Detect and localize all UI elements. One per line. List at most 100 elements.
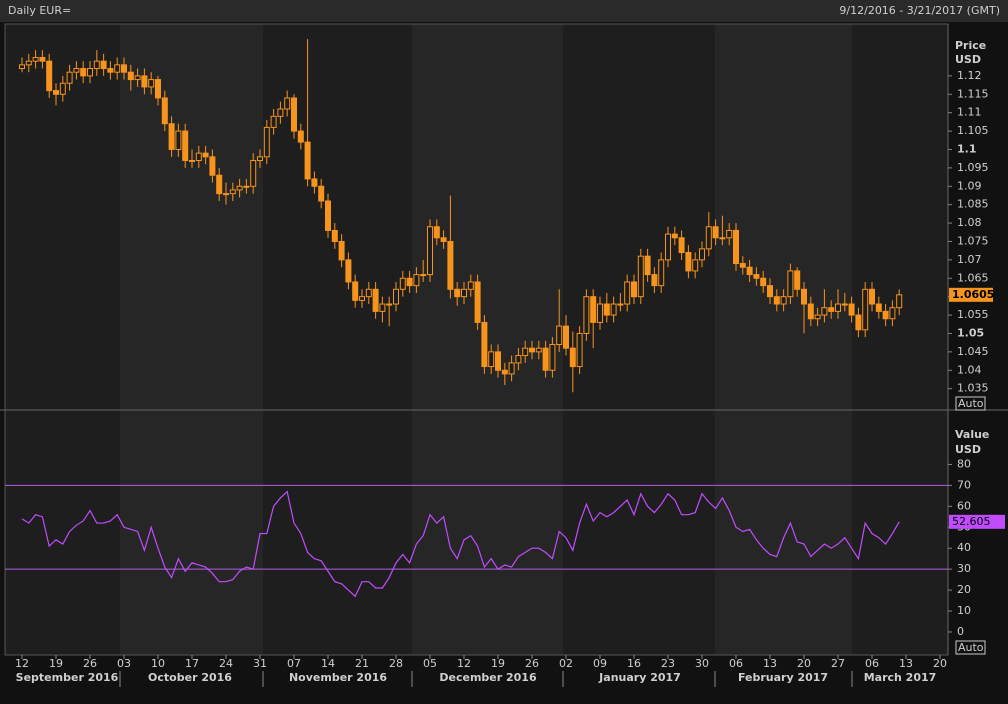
candle-body bbox=[563, 325, 569, 349]
candle-body bbox=[19, 64, 25, 70]
auto-button[interactable] bbox=[955, 396, 986, 411]
candle-body bbox=[243, 185, 250, 188]
candle-body bbox=[168, 123, 175, 150]
candle-body bbox=[637, 255, 644, 298]
month-band bbox=[120, 24, 263, 655]
candle-body bbox=[87, 68, 93, 77]
y-tick-label: 80 bbox=[957, 457, 971, 470]
candle-body bbox=[549, 344, 556, 371]
candle-body bbox=[583, 296, 590, 334]
candle-body bbox=[393, 288, 399, 305]
candle-body bbox=[651, 274, 658, 287]
candle-body bbox=[59, 82, 66, 95]
candle-body bbox=[202, 152, 209, 158]
candle-body bbox=[318, 185, 325, 202]
candle-body bbox=[433, 226, 440, 239]
candle-body bbox=[501, 369, 508, 375]
candle-body bbox=[726, 229, 733, 239]
candle-body bbox=[284, 97, 291, 110]
x-tick-label: 06 bbox=[865, 657, 879, 670]
last-value: 52.605 bbox=[952, 515, 991, 528]
y-tick-label: 10 bbox=[957, 604, 971, 617]
y-tick-label: 1.04 bbox=[957, 363, 982, 376]
candle-body bbox=[624, 281, 631, 305]
x-tick-label: 27 bbox=[831, 657, 845, 670]
candle-body bbox=[386, 303, 393, 306]
month-band bbox=[852, 24, 948, 655]
candle-body bbox=[277, 108, 284, 117]
candle-body bbox=[678, 237, 685, 254]
candle-body bbox=[352, 281, 359, 301]
last-value-box bbox=[949, 514, 1005, 529]
candle-body bbox=[413, 274, 420, 287]
candle-body bbox=[576, 332, 583, 368]
candle-body bbox=[569, 347, 576, 368]
x-tick-label: 10 bbox=[151, 657, 165, 670]
candle-body bbox=[338, 240, 345, 261]
candle-body bbox=[304, 141, 311, 180]
auto-label: Auto bbox=[958, 641, 984, 654]
month-label: March 2017 bbox=[864, 671, 937, 684]
candle-body bbox=[229, 189, 236, 195]
candle-body bbox=[658, 259, 665, 287]
value-label: Value bbox=[955, 428, 989, 441]
y-tick-label: 1.075 bbox=[957, 234, 989, 247]
x-tick-label: 26 bbox=[83, 657, 97, 670]
candle-body bbox=[508, 362, 515, 375]
candle-body bbox=[257, 156, 263, 162]
candle-body bbox=[195, 152, 202, 162]
month-label: September 2016 bbox=[16, 671, 119, 684]
candle-body bbox=[535, 347, 542, 353]
y-tick-label: 1.055 bbox=[957, 308, 989, 321]
month-label: December 2016 bbox=[439, 671, 537, 684]
candle-body bbox=[331, 229, 338, 242]
candle-body bbox=[311, 178, 318, 187]
candle-body bbox=[223, 193, 229, 196]
x-tick-label: 21 bbox=[355, 657, 369, 670]
candle-body bbox=[93, 60, 100, 70]
candle-body bbox=[603, 303, 610, 316]
x-tick-label: 12 bbox=[457, 657, 471, 670]
candle-body bbox=[461, 288, 467, 298]
candle-body bbox=[739, 263, 746, 268]
last-price: 1.0605 bbox=[952, 288, 994, 301]
candle-body bbox=[250, 160, 257, 187]
auto-button[interactable] bbox=[955, 640, 986, 655]
candle-body bbox=[107, 68, 114, 73]
candle-body bbox=[66, 71, 73, 84]
month-label: October 2016 bbox=[148, 671, 232, 684]
candle-body bbox=[767, 285, 773, 298]
month-label: February 2017 bbox=[738, 671, 828, 684]
y-tick-label: 1.11 bbox=[957, 106, 982, 119]
month-label: January 2017 bbox=[598, 671, 681, 684]
date-range: 9/12/2016 - 3/21/2017 (GMT) bbox=[839, 4, 1000, 17]
y-tick-label: 1.095 bbox=[957, 161, 989, 174]
month-bands bbox=[5, 24, 948, 655]
candle-body bbox=[733, 229, 739, 265]
candle-body bbox=[848, 303, 855, 316]
candle-body bbox=[862, 288, 869, 331]
y-tick-label: 1.12 bbox=[957, 69, 982, 82]
candle-body bbox=[665, 233, 671, 261]
month-label: November 2016 bbox=[289, 671, 387, 684]
candle-body bbox=[522, 347, 529, 357]
candle-body bbox=[814, 314, 821, 320]
candle-body bbox=[699, 248, 705, 261]
candle-body bbox=[325, 200, 331, 231]
candle-body bbox=[644, 255, 651, 276]
x-tick-label: 17 bbox=[185, 657, 199, 670]
y-tick-label: 1.045 bbox=[957, 345, 989, 358]
candle-body bbox=[114, 64, 121, 73]
x-tick-label: 13 bbox=[899, 657, 913, 670]
candle-body bbox=[189, 160, 195, 163]
y-tick-label: 0 bbox=[957, 625, 964, 638]
candle-body bbox=[100, 60, 107, 70]
x-tick-label: 19 bbox=[491, 657, 505, 670]
last-price-box bbox=[949, 287, 993, 302]
candle-body bbox=[787, 270, 794, 298]
candle-body bbox=[447, 240, 454, 290]
price-label: Price bbox=[955, 39, 986, 52]
candle-body bbox=[590, 296, 597, 323]
candle-body bbox=[746, 266, 753, 276]
